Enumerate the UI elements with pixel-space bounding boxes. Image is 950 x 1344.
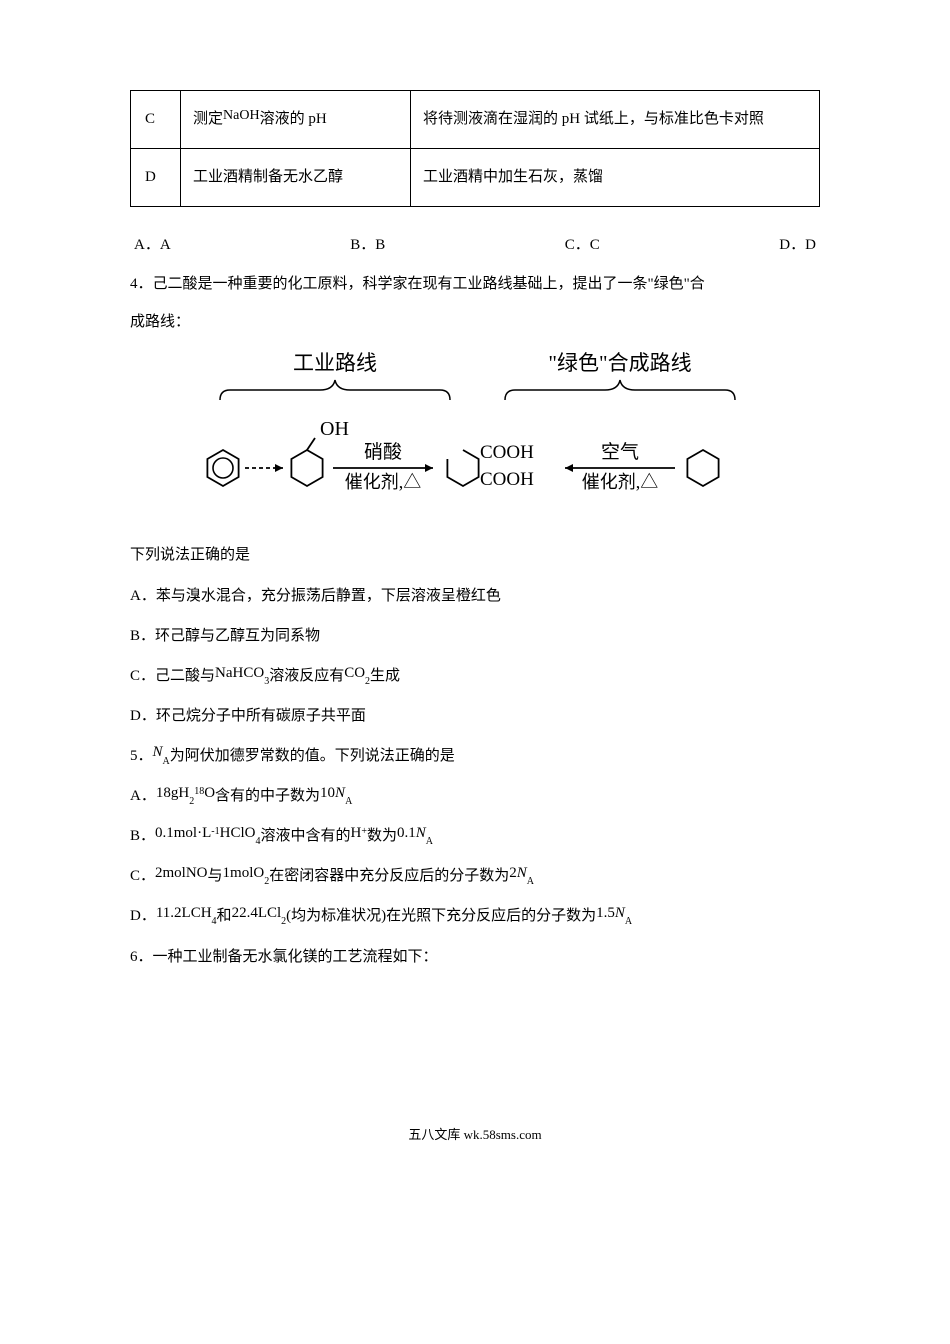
q5-option-c: C．2molNO与1molO2在密闭容器中充分反应后的分子数为2NA <box>130 858 820 894</box>
exp-suffix: 溶液的 pH <box>260 111 327 127</box>
option-d: D．D <box>779 232 816 259</box>
q5-option-d: D．11.2LCH4和22.4LCl2(均为标准状况)在光照下充分反应后的分子数… <box>130 898 820 934</box>
adipic-ring-icon <box>447 450 478 486</box>
row-label: C <box>131 91 181 149</box>
q5-stem: 5．NA为阿伏加德罗常数的值。下列说法正确的是 <box>130 738 820 774</box>
option-b: B．B <box>350 232 385 259</box>
bracket-left <box>220 380 450 400</box>
cyclohexane-ring-icon <box>687 450 718 486</box>
q4-option-b: B．环己醇与乙醇互为同系物 <box>130 618 820 654</box>
diagram-label-right: "绿色"合成路线 <box>548 351 691 375</box>
q5-option-a: A．18gH218O含有的中子数为10NA <box>130 778 820 814</box>
diagram-label-left: 工业路线 <box>293 351 377 375</box>
arrow1-top: 硝酸 <box>364 441 402 463</box>
q4-option-d: D．环己烷分子中所有碳原子共平面 <box>130 698 820 734</box>
arrow1-bottom: 催化剂,△ <box>345 472 422 492</box>
arrow2-bottom: 催化剂,△ <box>582 472 659 492</box>
oh-label: OH <box>320 418 349 440</box>
row-operation: 工业酒精中加生石灰，蒸馏 <box>411 149 820 207</box>
q4-option-a: A．苯与溴水混合，充分振荡后静置，下层溶液呈橙红色 <box>130 578 820 614</box>
synthesis-diagram: 工业路线 "绿色"合成路线 OH 硝酸 催化剂,△ COOH COOH 空气 催… <box>205 350 745 520</box>
benzene-ring-icon <box>207 450 238 486</box>
q5-option-b: B．0.1mol·L-1HClO4溶液中含有的H+数为0.1NA <box>130 818 820 854</box>
row-operation: 将待测液滴在湿润的 pH 试纸上，与标准比色卡对照 <box>411 91 820 149</box>
q4-stem: 4．己二酸是一种重要的化工原料，科学家在现有工业路线基础上，提出了一条"绿色"合 <box>130 269 820 301</box>
q4-option-c: C．己二酸与NaHCO3溶液反应有CO2生成 <box>130 658 820 694</box>
table-row: D 工业酒精制备无水乙醇 工业酒精中加生石灰，蒸馏 <box>131 149 820 207</box>
cooh-top: COOH <box>480 442 534 463</box>
row-label: D <box>131 149 181 207</box>
arrow2-top: 空气 <box>601 441 639 463</box>
q6-stem: 6．一种工业制备无水氯化镁的工艺流程如下： <box>130 942 820 974</box>
row-experiment: 工业酒精制备无水乙醇 <box>181 149 411 207</box>
table-row: C 测定NaOH溶液的 pH 将待测液滴在湿润的 pH 试纸上，与标准比色卡对照 <box>131 91 820 149</box>
q4-substem: 下列说法正确的是 <box>130 540 820 572</box>
arrow-head-2 <box>425 464 433 472</box>
arrow-head-3 <box>565 464 573 472</box>
arrow-head-1 <box>275 464 283 472</box>
q4-line1: 4．己二酸是一种重要的化工原料，科学家在现有工业路线基础上，提出了一条"绿色"合 <box>130 276 705 292</box>
bracket-right <box>505 380 735 400</box>
row-experiment: 测定NaOH溶液的 pH <box>181 91 411 149</box>
q4-stem2: 成路线： <box>130 307 820 339</box>
q3-options: A．A B．B C．C D．D <box>130 232 820 259</box>
exp-formula: NaOH <box>223 108 260 123</box>
experiment-table: C 测定NaOH溶液的 pH 将待测液滴在湿润的 pH 试纸上，与标准比色卡对照… <box>130 90 820 207</box>
option-a: A．A <box>134 232 171 259</box>
exp-prefix: 测定 <box>193 111 223 127</box>
cooh-bottom: COOH <box>480 469 534 490</box>
page-footer: 五八文库 wk.58sms.com <box>130 1123 820 1146</box>
option-c: C．C <box>565 232 600 259</box>
cyclohexanol-ring-icon <box>291 450 322 486</box>
